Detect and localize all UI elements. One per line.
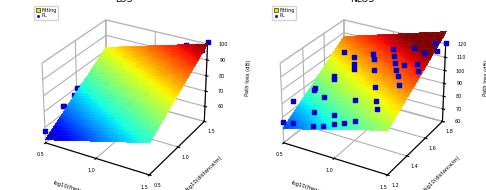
- Y-axis label: log10(distance/m): log10(distance/m): [423, 155, 461, 190]
- Y-axis label: log10(distance/m): log10(distance/m): [185, 155, 223, 190]
- X-axis label: log10(frequency/GHz): log10(frequency/GHz): [290, 181, 347, 190]
- Title: NLOS: NLOS: [350, 0, 374, 4]
- Title: LOS: LOS: [115, 0, 133, 4]
- X-axis label: log10(frequency/GHz): log10(frequency/GHz): [52, 181, 109, 190]
- Legend: Fitting, PL: Fitting, PL: [34, 6, 58, 20]
- Legend: Fitting, PL: Fitting, PL: [272, 6, 296, 20]
